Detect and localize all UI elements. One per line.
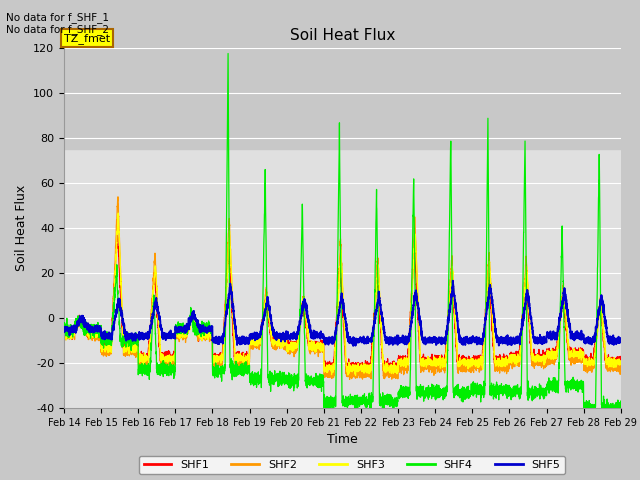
Text: TZ_fmet: TZ_fmet <box>64 33 110 44</box>
Y-axis label: Soil Heat Flux: Soil Heat Flux <box>15 185 28 271</box>
Text: No data for f_SHF_1
No data for f_SHF_2: No data for f_SHF_1 No data for f_SHF_2 <box>6 12 109 36</box>
Bar <box>64 48 621 149</box>
Legend: SHF1, SHF2, SHF3, SHF4, SHF5: SHF1, SHF2, SHF3, SHF4, SHF5 <box>139 456 565 474</box>
X-axis label: Time: Time <box>327 433 358 446</box>
Title: Soil Heat Flux: Soil Heat Flux <box>290 28 395 43</box>
